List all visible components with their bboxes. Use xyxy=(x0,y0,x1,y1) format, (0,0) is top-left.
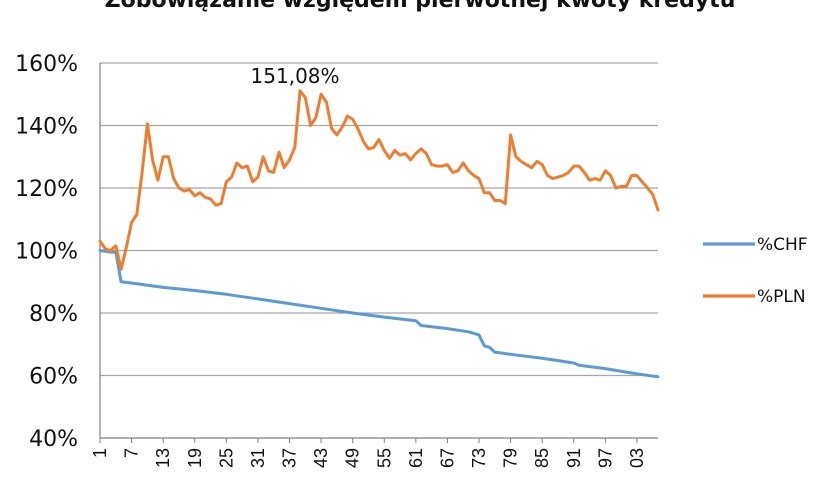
gridlines xyxy=(100,62,658,377)
y-tick-label: 60% xyxy=(29,365,78,390)
x-tick-label: 7 xyxy=(122,448,142,458)
chart-title: Zobowiązanie względem pierwotnej kwoty k… xyxy=(104,0,736,13)
x-tick-label: 25 xyxy=(216,448,236,468)
y-tick-label: 140% xyxy=(15,115,78,140)
x-tick-label: 49 xyxy=(343,448,363,468)
x-tick-label: 43 xyxy=(311,448,331,468)
x-tick-label: 97 xyxy=(595,448,615,468)
y-tick-label: 80% xyxy=(29,302,78,327)
y-tick-label: 100% xyxy=(15,240,78,265)
y-tick-label: 40% xyxy=(29,427,78,452)
peak-annotation: 151,08% xyxy=(251,64,340,88)
y-tick-label: 120% xyxy=(15,177,78,202)
x-tick-label: 03 xyxy=(627,448,647,468)
x-tick-label: 13 xyxy=(153,448,173,468)
x-tick-label: 85 xyxy=(532,448,552,468)
x-tick-label: 73 xyxy=(469,448,489,468)
y-tick-label: 160% xyxy=(15,52,78,77)
series-line-pln xyxy=(98,89,660,271)
series-lines xyxy=(98,89,660,379)
legend: %CHF %PLN xyxy=(703,235,808,307)
legend-label-pln: %PLN xyxy=(757,287,806,307)
x-tick-label: 31 xyxy=(248,448,268,468)
x-tick-label: 19 xyxy=(185,448,205,468)
legend-label-chf: %CHF xyxy=(757,235,808,255)
axes: 40% 60% 80% 100% 120% 140% 160% 1 7 13 19 25 31 37 43 4… xyxy=(15,52,658,468)
x-tick-label: 79 xyxy=(501,448,521,468)
x-tick-label: 67 xyxy=(437,448,457,468)
series-line-chf xyxy=(98,249,660,379)
x-tick-label: 1 xyxy=(90,448,110,458)
x-tick-label: 91 xyxy=(564,448,584,468)
x-tick-label: 61 xyxy=(406,448,426,468)
x-tick-label: 37 xyxy=(280,448,300,468)
annotations: 151,08% xyxy=(251,64,340,88)
x-tick-label: 55 xyxy=(374,448,394,468)
